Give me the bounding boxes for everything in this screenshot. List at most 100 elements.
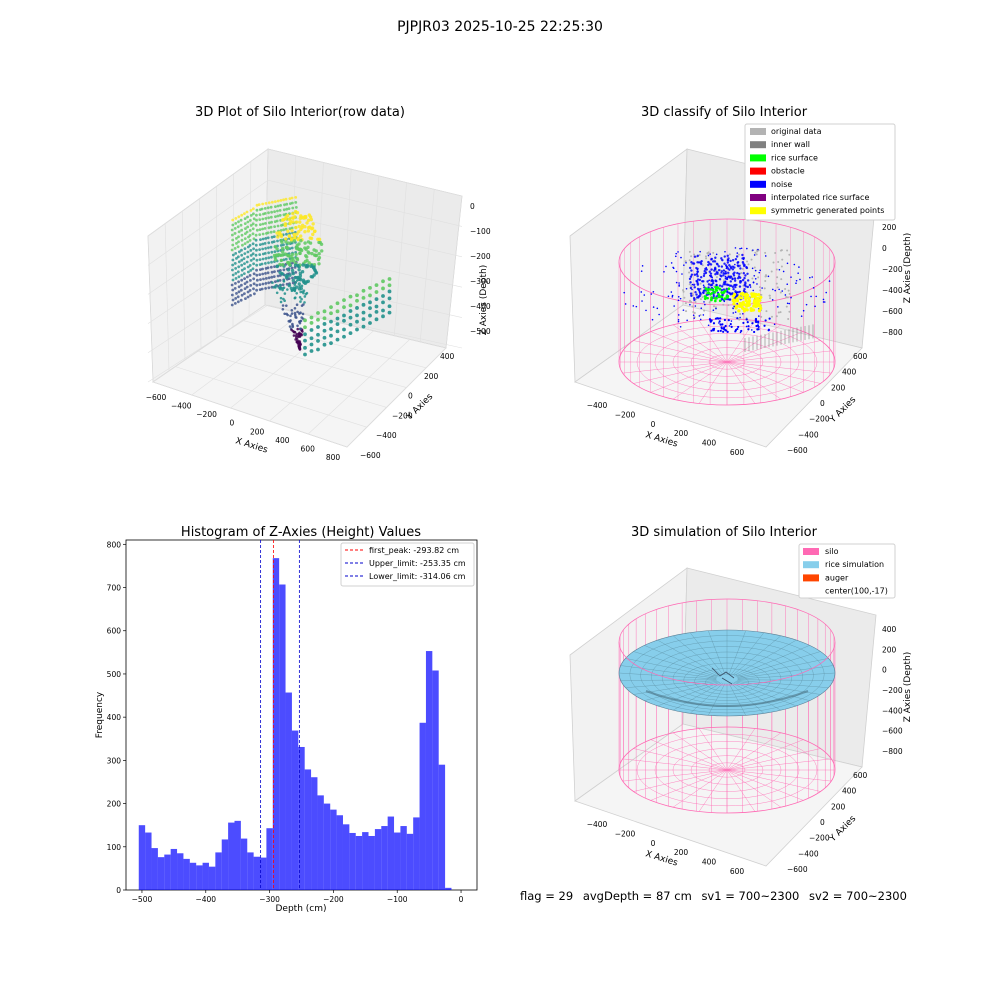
histogram-reference-lines xyxy=(260,540,300,890)
silo-bottom-spoke xyxy=(726,350,832,363)
classify-point xyxy=(673,305,675,307)
raw-point xyxy=(234,277,238,280)
raw-point xyxy=(368,285,372,290)
raw-point xyxy=(270,255,273,259)
classify-point xyxy=(714,288,718,291)
tick-label: 200 xyxy=(882,223,897,232)
raw-point xyxy=(297,268,301,272)
rice-surface-mesh-spoke xyxy=(620,665,717,679)
classify-point xyxy=(695,279,698,283)
classify-point xyxy=(689,300,692,303)
simulation-silo-model xyxy=(618,598,836,814)
classify-point xyxy=(722,269,726,272)
raw-point xyxy=(263,252,267,255)
raw-point xyxy=(258,258,262,261)
raw-point xyxy=(245,210,249,214)
raw-point xyxy=(252,262,256,266)
rice-surface-mesh-spoke xyxy=(737,679,834,681)
classify-point xyxy=(714,256,717,259)
raw-point xyxy=(294,315,297,319)
raw-point xyxy=(329,319,333,324)
raw-point xyxy=(254,243,258,247)
raw-point xyxy=(276,214,280,218)
simulation-z-axis-label: Z Axies (Depth) xyxy=(903,652,913,723)
classify-point xyxy=(707,324,710,327)
classify-point xyxy=(733,279,737,282)
classify-legend-swatch xyxy=(750,180,766,188)
rice-surface-mesh-spoke xyxy=(708,630,726,675)
classify-point xyxy=(709,272,713,275)
classify-point xyxy=(701,296,704,299)
raw-point xyxy=(258,223,262,227)
raw-point xyxy=(381,294,385,298)
raw-point xyxy=(301,263,305,267)
classify-point xyxy=(688,271,691,274)
raw-point xyxy=(236,245,240,249)
classify-point xyxy=(759,289,762,292)
raw-point xyxy=(276,235,280,239)
classify-legend-swatch xyxy=(750,194,766,201)
raw-point xyxy=(255,228,259,232)
classify-point xyxy=(740,271,743,274)
classify-point xyxy=(746,279,750,282)
classify-point xyxy=(692,283,696,286)
raw-point xyxy=(306,218,311,222)
raw-point xyxy=(280,272,284,276)
classify-point xyxy=(710,291,714,295)
histogram-y-tick-label: 300 xyxy=(107,756,122,765)
rice-surface-mesh-spoke xyxy=(733,639,797,676)
raw-point xyxy=(293,289,297,293)
raw-point xyxy=(284,240,288,244)
classify-point xyxy=(719,323,722,326)
classify-point xyxy=(775,282,778,285)
raw-point xyxy=(249,249,253,252)
raw-point xyxy=(355,313,359,318)
raw-point xyxy=(361,295,366,300)
silo-bottom-spoke xyxy=(698,320,728,363)
classify-point xyxy=(641,300,643,302)
classify-point xyxy=(689,281,692,284)
raw-point xyxy=(245,285,249,289)
raw-point xyxy=(230,293,234,297)
raw-point xyxy=(263,227,267,230)
classify-point xyxy=(725,276,729,279)
raw-point xyxy=(237,275,241,279)
raw-point xyxy=(260,287,264,291)
classify-point xyxy=(693,253,696,256)
raw-point xyxy=(272,230,276,234)
silo-bottom-spoke xyxy=(726,361,821,384)
classify-point xyxy=(716,317,719,320)
classify-point xyxy=(739,296,743,300)
silo-bottom-spoke xyxy=(622,769,728,782)
histogram-x-tick-label: −100 xyxy=(387,895,408,904)
raw-point xyxy=(311,232,315,237)
raw-point xyxy=(270,250,274,254)
raw-point xyxy=(261,232,265,236)
classify-point xyxy=(747,263,750,266)
classify-point xyxy=(745,318,748,321)
histogram-bar xyxy=(234,820,241,890)
raw-point xyxy=(296,327,300,331)
classify-point xyxy=(682,289,685,292)
classify-point xyxy=(685,287,688,290)
classify-point xyxy=(767,329,770,332)
raw-point xyxy=(243,282,247,285)
rice-surface-mesh-spoke xyxy=(620,679,717,681)
raw-point xyxy=(243,252,247,256)
raw-point xyxy=(292,239,297,243)
simulation-legend: silo rice simulation auger center(100,-17) xyxy=(798,543,896,599)
histogram-bar xyxy=(253,856,261,890)
tick-label: −400 xyxy=(171,402,192,411)
raw-point xyxy=(246,215,249,219)
raw-point xyxy=(249,269,253,272)
raw-point xyxy=(269,205,273,209)
raw-point xyxy=(254,223,258,227)
raw-point xyxy=(255,283,259,287)
histogram-bar xyxy=(323,803,331,890)
classify-point xyxy=(694,301,697,304)
classify-point xyxy=(713,260,717,263)
raw-point xyxy=(282,243,285,247)
classify-point xyxy=(686,319,688,322)
raw-point xyxy=(274,286,277,289)
raw-point xyxy=(298,334,302,338)
